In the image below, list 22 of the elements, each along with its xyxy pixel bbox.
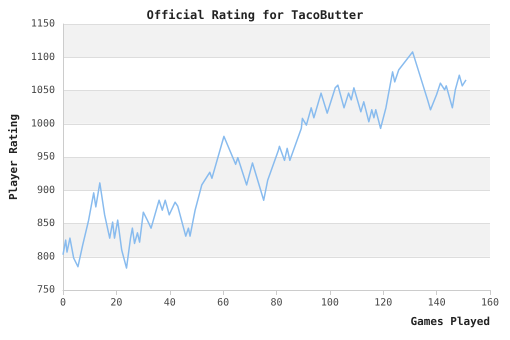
y-tick-label: 900: [36, 184, 55, 196]
x-tick-label: 140: [428, 298, 446, 308]
chart-title: Official Rating for TacoButter: [146, 8, 364, 22]
x-tick-label: 100: [320, 298, 339, 308]
x-tick-label: 0: [60, 298, 66, 308]
x-axis-title: Games Played: [410, 315, 490, 328]
line-series: [62, 51, 467, 269]
y-tick-label: 800: [36, 251, 55, 262]
y-tick-label: 1050: [30, 85, 55, 96]
x-tick-label: 40: [164, 298, 176, 308]
y-tick-label: 1000: [30, 118, 55, 130]
y-tick-label: 1150: [30, 18, 55, 30]
x-tick-label: 120: [374, 298, 392, 308]
y-tick-label: 850: [36, 218, 55, 229]
y-tick-label: 750: [36, 284, 55, 296]
x-tick-label: 20: [110, 298, 122, 308]
x-tick-label: 80: [270, 298, 283, 308]
x-tick-label: 60: [217, 298, 230, 308]
y-tick-label: 950: [36, 152, 55, 162]
y-axis-title: Player Rating: [7, 114, 20, 200]
y-tick-label: 1100: [30, 52, 55, 63]
x-tick-label: 160: [480, 298, 500, 308]
